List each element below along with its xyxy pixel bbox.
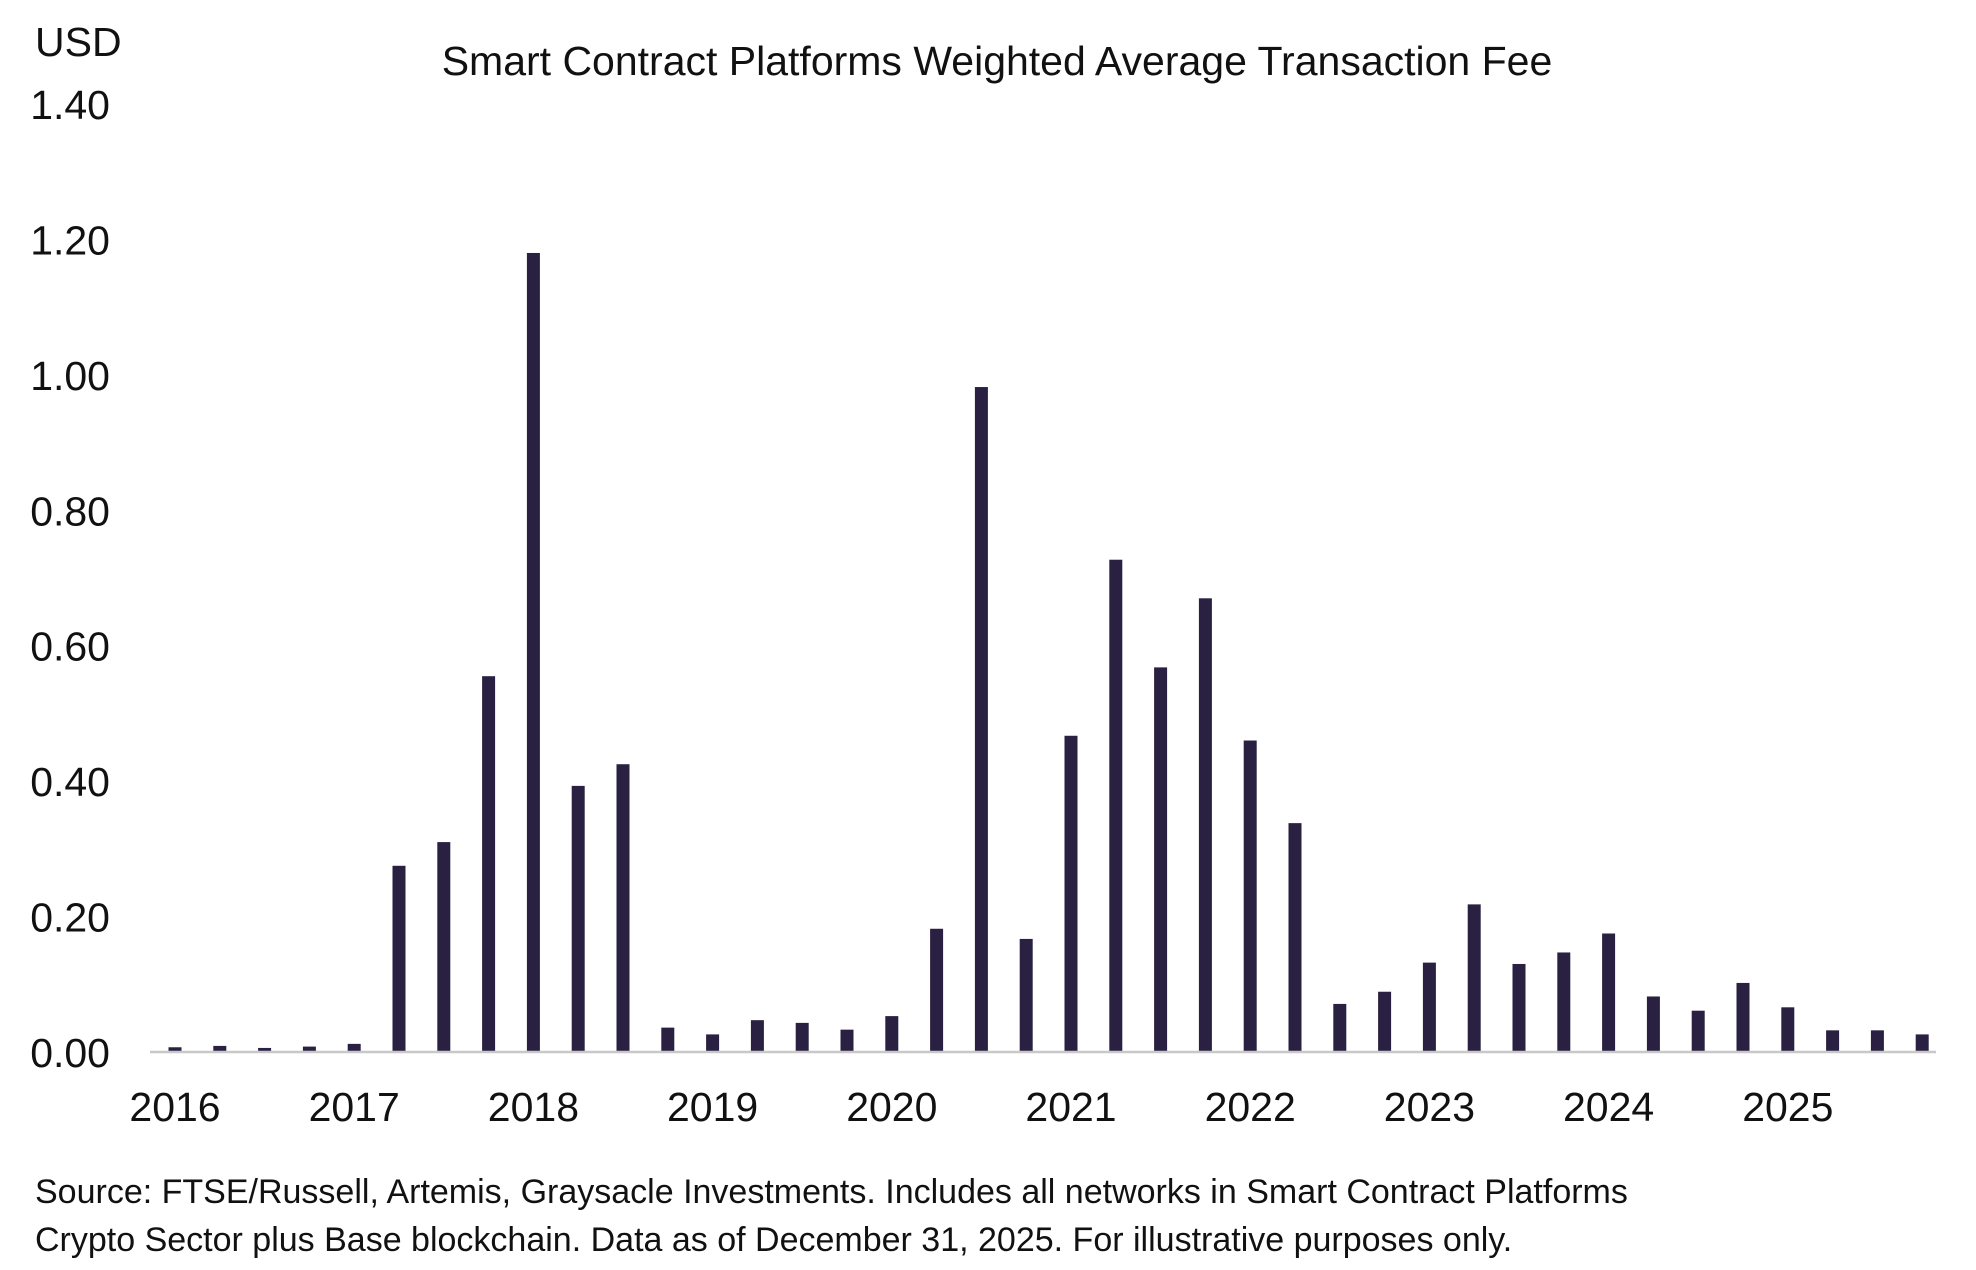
bar: [661, 1027, 675, 1052]
bar: [750, 1020, 764, 1052]
bar: [930, 928, 944, 1052]
x-tick-label: 2016: [129, 1084, 220, 1130]
bar: [1154, 667, 1168, 1052]
x-tick-label: 2023: [1384, 1084, 1475, 1130]
bar: [1198, 598, 1212, 1052]
bar: [1064, 735, 1078, 1052]
bar: [347, 1043, 361, 1052]
bar: [258, 1047, 272, 1052]
bar: [795, 1022, 809, 1052]
bar: [1602, 933, 1616, 1052]
footnote-line-1: Source: FTSE/Russell, Artemis, Graysacle…: [35, 1173, 1628, 1211]
bar: [1781, 1007, 1795, 1052]
bar: [1557, 952, 1571, 1052]
x-tick-label: 2025: [1742, 1084, 1833, 1130]
bar: [168, 1047, 182, 1052]
x-tick-label: 2018: [488, 1084, 579, 1130]
bar: [1333, 1003, 1347, 1052]
bar: [392, 865, 406, 1052]
y-axis-tick-labels: 0.00 0.20 0.40 0.60 0.80 1.00 1.20 1.40: [30, 82, 110, 1076]
y-tick-label: 1.20: [30, 217, 110, 263]
bar: [1646, 996, 1660, 1052]
y-axis-unit-label: USD: [35, 19, 122, 65]
x-tick-label: 2021: [1025, 1084, 1116, 1130]
y-tick-label: 0.60: [30, 624, 110, 670]
bar: [213, 1045, 227, 1052]
y-tick-label: 0.20: [30, 895, 110, 941]
bar: [482, 676, 496, 1052]
chart-title: Smart Contract Platforms Weighted Averag…: [442, 38, 1553, 84]
y-tick-label: 0.40: [30, 759, 110, 805]
bar: [1826, 1030, 1840, 1052]
bar: [974, 387, 988, 1052]
bar: [1915, 1034, 1929, 1052]
x-tick-label: 2024: [1563, 1084, 1654, 1130]
bar: [706, 1034, 720, 1052]
bar: [437, 842, 451, 1052]
y-tick-label: 0.80: [30, 488, 110, 534]
bar: [1467, 904, 1481, 1052]
bar: [1243, 740, 1257, 1052]
bar: [1422, 962, 1436, 1052]
y-tick-label: 0.00: [30, 1030, 110, 1076]
bar: [885, 1016, 899, 1052]
y-tick-label: 1.40: [30, 82, 110, 128]
bar: [1512, 963, 1526, 1052]
x-axis-tick-labels: 2016 2017 2018 2019 2020 2021 2022 2023 2024 2025: [129, 1084, 1833, 1130]
bar: [616, 764, 630, 1052]
x-tick-label: 2017: [309, 1084, 400, 1130]
x-tick-label: 2020: [846, 1084, 937, 1130]
bar: [840, 1029, 854, 1052]
bar: [1870, 1030, 1884, 1052]
bar: [1691, 1010, 1705, 1052]
bar: [1019, 938, 1033, 1052]
bar: [302, 1046, 316, 1052]
bar: [1736, 982, 1750, 1052]
y-tick-label: 1.00: [30, 353, 110, 399]
x-tick-label: 2022: [1205, 1084, 1296, 1130]
bars: [168, 252, 1929, 1052]
x-tick-label: 2019: [667, 1084, 758, 1130]
bar: [1288, 823, 1302, 1052]
bar: [526, 252, 540, 1052]
source-footnote: Source: FTSE/Russell, Artemis, Graysacle…: [35, 1168, 1955, 1264]
bar: [571, 785, 585, 1052]
footnote-line-2: Crypto Sector plus Base blockchain. Data…: [35, 1221, 1513, 1259]
bar: [1378, 991, 1392, 1052]
bar: [1109, 559, 1123, 1052]
